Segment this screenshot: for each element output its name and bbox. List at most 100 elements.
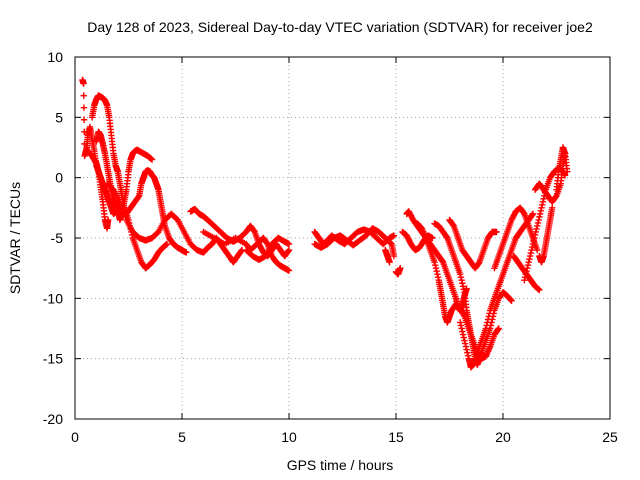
data-point bbox=[458, 277, 465, 284]
data-point bbox=[434, 271, 441, 278]
data-point bbox=[443, 233, 450, 241]
data-point bbox=[508, 297, 515, 304]
data-point bbox=[163, 240, 171, 248]
chart-title: Day 128 of 2023, Sidereal Day-to-day VTE… bbox=[87, 19, 593, 35]
data-point bbox=[520, 209, 527, 217]
data-point bbox=[535, 216, 542, 224]
data-point bbox=[433, 267, 440, 275]
data-point bbox=[459, 283, 467, 290]
y-tick-label: -15 bbox=[43, 351, 63, 367]
data-point bbox=[432, 264, 440, 272]
data-point bbox=[459, 328, 466, 335]
data-point bbox=[536, 252, 543, 260]
data-point bbox=[484, 316, 492, 323]
data-point bbox=[104, 216, 112, 224]
x-axis-label: GPS time / hours bbox=[287, 457, 394, 473]
y-tick-label: 5 bbox=[55, 109, 63, 125]
data-point bbox=[521, 274, 529, 281]
data-point bbox=[148, 156, 156, 163]
data-point bbox=[475, 259, 482, 267]
data-point bbox=[460, 286, 467, 293]
data-point bbox=[461, 337, 468, 344]
data-point bbox=[526, 252, 534, 260]
data-point bbox=[250, 227, 258, 235]
data-point bbox=[432, 261, 439, 269]
y-tick-label: -10 bbox=[43, 290, 63, 306]
data-point bbox=[493, 228, 500, 236]
x-tick-label: 0 bbox=[71, 429, 79, 445]
plot-frame bbox=[74, 56, 611, 420]
data-point bbox=[552, 193, 559, 200]
data-point bbox=[439, 257, 446, 265]
data-point bbox=[457, 271, 464, 278]
data-point bbox=[459, 331, 467, 338]
y-tick-label: -5 bbox=[51, 230, 64, 246]
data-point bbox=[461, 340, 469, 347]
y-tick-label: 10 bbox=[47, 49, 63, 65]
data-point bbox=[285, 247, 292, 255]
data-point bbox=[463, 346, 470, 353]
data-point bbox=[534, 219, 542, 227]
data-point bbox=[529, 240, 537, 248]
data-point bbox=[536, 213, 543, 221]
data-point bbox=[80, 116, 88, 123]
data-point bbox=[118, 204, 126, 212]
data-point bbox=[117, 201, 125, 209]
data-point bbox=[524, 264, 531, 272]
data-point bbox=[521, 277, 528, 284]
data-point bbox=[285, 240, 293, 248]
data-point bbox=[390, 252, 398, 260]
data-point bbox=[285, 246, 293, 254]
data-point bbox=[564, 168, 571, 175]
data-point bbox=[536, 286, 543, 294]
data-point bbox=[539, 198, 547, 205]
data-point bbox=[119, 207, 127, 215]
data-point bbox=[386, 258, 393, 266]
data-point bbox=[482, 325, 490, 332]
data-point bbox=[458, 325, 465, 332]
data-point bbox=[285, 267, 293, 274]
data-point bbox=[538, 204, 545, 212]
data-point bbox=[457, 274, 465, 281]
data-point bbox=[387, 239, 394, 247]
data-point bbox=[397, 264, 404, 272]
data-point bbox=[80, 92, 87, 99]
data-point bbox=[434, 274, 442, 281]
data-point bbox=[530, 237, 537, 245]
data-point bbox=[459, 280, 466, 287]
data-point bbox=[460, 334, 467, 341]
data-point bbox=[494, 326, 502, 333]
data-point bbox=[534, 222, 541, 230]
data-point bbox=[527, 249, 535, 257]
data-point bbox=[529, 211, 536, 219]
data-point bbox=[483, 322, 490, 329]
data-point bbox=[263, 239, 271, 247]
data-point bbox=[183, 249, 190, 256]
data-point bbox=[464, 352, 472, 359]
data-point bbox=[534, 246, 541, 254]
data-point bbox=[484, 319, 491, 326]
data-point bbox=[390, 232, 398, 239]
data-point bbox=[523, 267, 530, 275]
data-point bbox=[539, 201, 546, 209]
y-tick-label: 0 bbox=[55, 170, 63, 186]
data-point bbox=[532, 228, 540, 236]
data-point bbox=[536, 210, 544, 218]
data-point bbox=[531, 234, 538, 242]
x-tick-label: 25 bbox=[602, 429, 618, 445]
data-point bbox=[522, 271, 530, 278]
data-point bbox=[431, 258, 438, 266]
data-point bbox=[524, 261, 532, 269]
y-tick-label: -20 bbox=[43, 411, 63, 427]
data-point bbox=[122, 213, 129, 221]
data-point bbox=[531, 231, 539, 239]
data-point bbox=[486, 310, 493, 317]
data-point bbox=[121, 210, 128, 218]
data-point bbox=[495, 325, 502, 332]
data-point bbox=[529, 243, 536, 251]
x-tick-label: 15 bbox=[388, 429, 404, 445]
data-point bbox=[449, 221, 457, 229]
data-point bbox=[80, 80, 87, 87]
data-point bbox=[507, 296, 515, 304]
data-points bbox=[79, 76, 571, 371]
